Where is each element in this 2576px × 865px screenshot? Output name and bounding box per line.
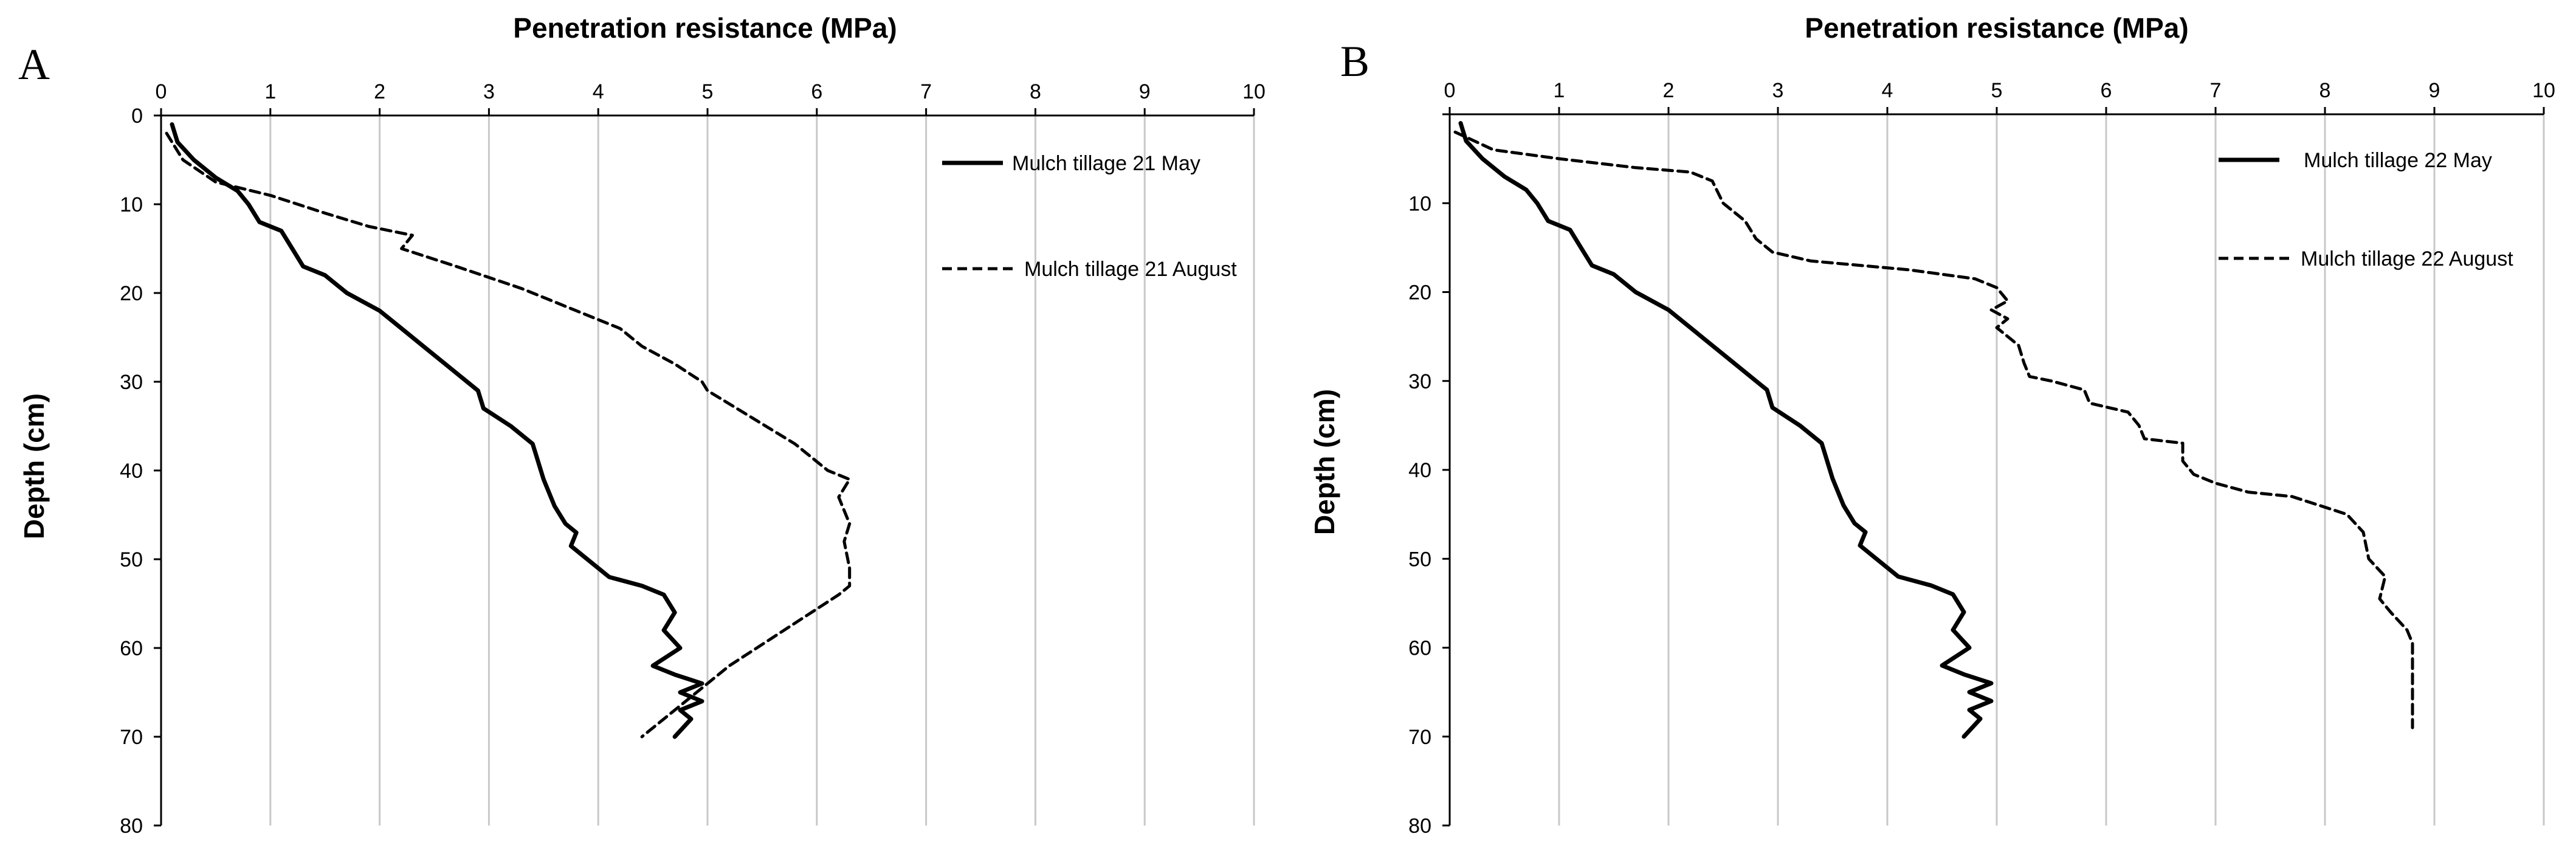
panel-b: B Penetration resistance (MPa) Depth (cm…	[1309, 12, 2555, 838]
series-lines	[165, 122, 852, 739]
x-tick-label: 8	[1030, 80, 1041, 103]
x-tick-label: 10	[2532, 79, 2555, 102]
x-tick-label: 3	[483, 80, 495, 103]
grid	[269, 115, 1255, 825]
y-tick-labels: 10 20 30 40 50 60 70 80	[1408, 192, 1431, 838]
x-tick-label: 1	[1554, 79, 1565, 102]
y-tick-label: 60	[120, 637, 143, 660]
x-tick-label: 7	[920, 80, 932, 103]
series-line-may	[170, 122, 704, 739]
legend: Mulch tillage 21 May Mulch tillage 21 Aug…	[942, 152, 1237, 281]
legend-label: Mulch tillage 22 August	[2301, 247, 2513, 271]
panel-label: A	[18, 40, 50, 89]
x-tick-label: 9	[1139, 80, 1151, 103]
y-tick-label: 10	[1408, 192, 1431, 215]
y-tick-label: 70	[120, 726, 143, 749]
x-tick-labels: 0 1 2 3 4 5 6 7 8 9 10	[1444, 79, 2555, 102]
legend-label: Mulch tillage 21 May	[1012, 152, 1200, 175]
y-tick-label: 40	[120, 460, 143, 483]
x-tick-label: 8	[2319, 79, 2331, 102]
axes	[154, 108, 1255, 827]
y-tick-labels: 0 10 20 30 40 50 60 70 80	[120, 105, 143, 838]
x-tick-label: 1	[264, 80, 276, 103]
x-axis-title: Penetration resistance (MPa)	[513, 12, 897, 44]
y-axis-title: Depth (cm)	[1309, 389, 1340, 535]
y-tick-label: 20	[120, 282, 143, 305]
x-axis-title: Penetration resistance (MPa)	[1805, 12, 2188, 44]
y-tick-label: 30	[120, 371, 143, 394]
y-tick-label: 80	[1408, 815, 1431, 838]
y-axis-title: Depth (cm)	[18, 393, 50, 539]
y-tick-label: 30	[1408, 370, 1431, 393]
x-tick-label: 0	[156, 80, 167, 103]
x-tick-label: 0	[1444, 79, 1456, 102]
legend-label: Mulch tillage 22 May	[2304, 149, 2492, 172]
x-tick-label: 5	[702, 80, 714, 103]
y-tick-label: 80	[120, 815, 143, 838]
x-tick-label: 4	[593, 80, 604, 103]
x-tick-label: 3	[1772, 79, 1784, 102]
x-tick-label: 2	[1663, 79, 1675, 102]
y-tick-label: 50	[120, 548, 143, 571]
y-tick-label: 0	[131, 105, 143, 128]
x-tick-label: 10	[1242, 80, 1266, 103]
x-tick-label: 9	[2429, 79, 2440, 102]
y-tick-label: 50	[1408, 548, 1431, 571]
x-tick-label: 6	[811, 80, 822, 103]
legend-label: Mulch tillage 21 August	[1024, 258, 1237, 281]
y-tick-label: 20	[1408, 281, 1431, 305]
series-lines	[1453, 121, 2414, 739]
panel-label: B	[1340, 37, 1369, 86]
grid	[1558, 114, 2545, 825]
panel-a: A Penetration resistance (MPa) Depth (cm…	[18, 12, 1266, 838]
x-tick-label: 5	[1991, 79, 2003, 102]
y-tick-label: 10	[120, 193, 143, 216]
y-tick-label: 70	[1408, 726, 1431, 749]
series-line-august	[165, 131, 852, 739]
x-tick-label: 4	[1882, 79, 1893, 102]
y-tick-label: 60	[1408, 637, 1431, 660]
legend: Mulch tillage 22 May Mulch tillage 22 Aug…	[2219, 149, 2513, 271]
axes	[1442, 107, 2545, 827]
y-tick-label: 40	[1408, 459, 1431, 482]
x-tick-label: 6	[2101, 79, 2112, 102]
series-line-august	[1453, 130, 2414, 729]
x-tick-labels: 0 1 2 3 4 5 6 7 8 9 10	[156, 80, 1266, 103]
series-line-may	[1458, 121, 1994, 739]
x-tick-label: 7	[2210, 79, 2222, 102]
x-tick-label: 2	[374, 80, 385, 103]
